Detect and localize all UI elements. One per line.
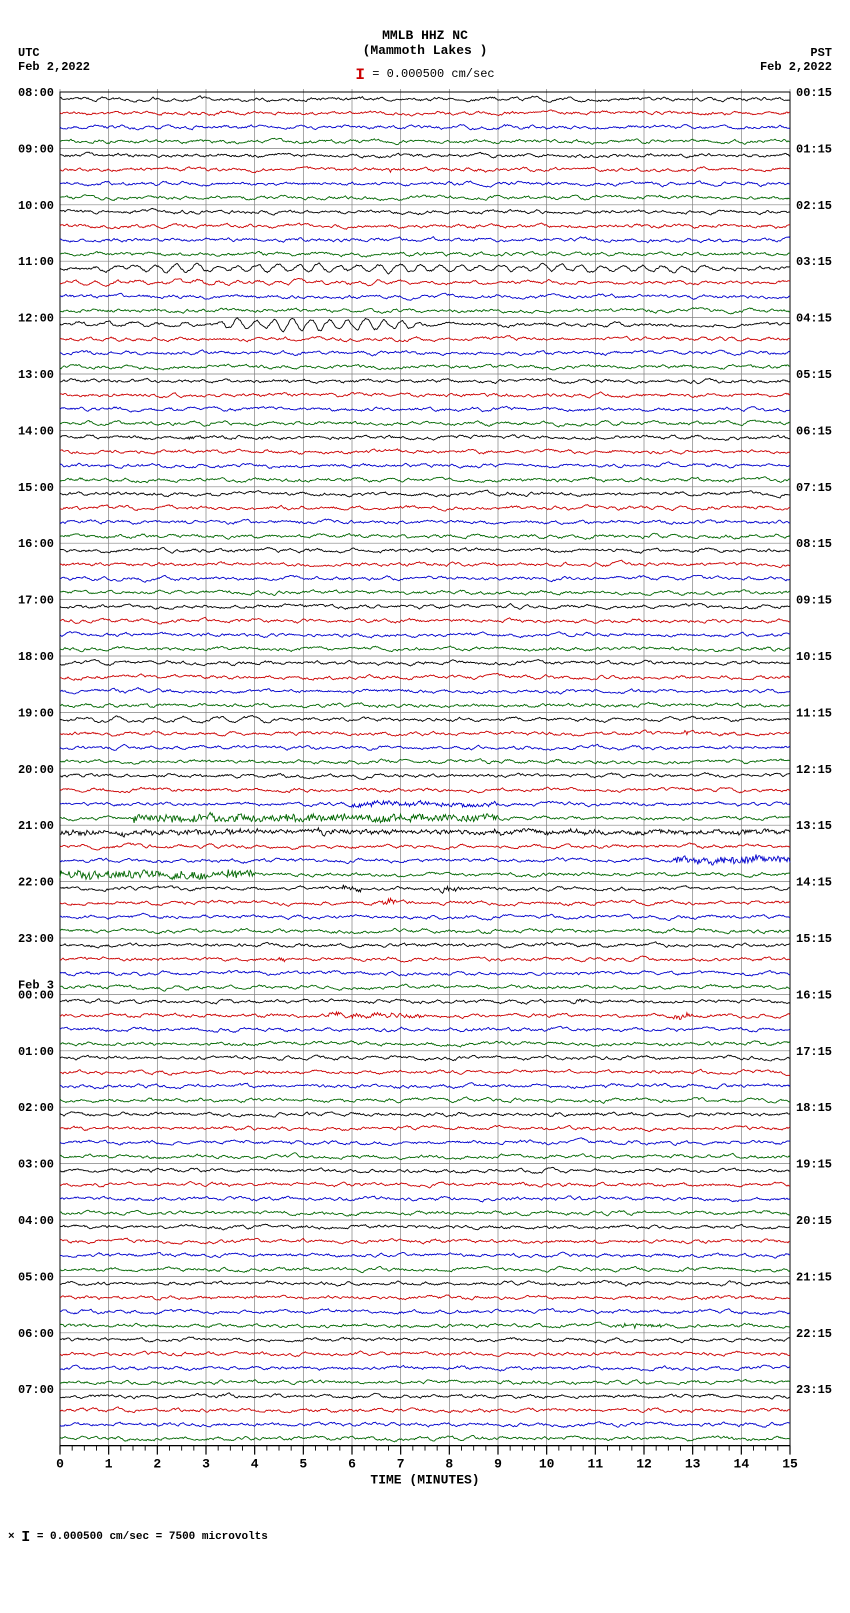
pst-hour-label: 10:15: [796, 650, 832, 664]
pst-hour-label: 20:15: [796, 1214, 832, 1228]
pst-hour-label: 14:15: [796, 876, 832, 890]
x-axis-label: TIME (MINUTES): [370, 1473, 479, 1488]
x-tick-label: 15: [782, 1457, 798, 1472]
utc-hour-label: 02:00: [18, 1101, 54, 1115]
pst-hour-label: 08:15: [796, 537, 832, 551]
utc-hour-label: 23:00: [18, 932, 54, 946]
utc-hour-label: 10:00: [18, 199, 54, 213]
helicorder-chart: 08:00 09:00 10:00 11:00 12:00 13:00 14:00 15:00…: [0, 84, 850, 1521]
tz-right-label: PST: [760, 46, 832, 60]
pst-hour-label: 21:15: [796, 1270, 832, 1284]
station-code: MMLB HHZ NC: [0, 28, 850, 43]
pst-hour-label: 09:15: [796, 594, 832, 608]
x-tick-label: 7: [397, 1457, 405, 1472]
footer-text: = 0.000500 cm/sec = 7500 microvolts: [37, 1531, 268, 1543]
utc-hour-label: 22:00: [18, 876, 54, 890]
utc-hour-label: 00:00: [18, 988, 54, 1002]
tz-left-date: Feb 2,2022: [18, 60, 90, 74]
tz-left-label: UTC: [18, 46, 90, 60]
pst-hour-label: 00:15: [796, 86, 832, 100]
pst-hour-label: 01:15: [796, 142, 832, 156]
utc-hour-label: 06:00: [18, 1327, 54, 1341]
pst-hour-label: 03:15: [796, 255, 832, 269]
pst-hour-label: 22:15: [796, 1327, 832, 1341]
utc-hour-label: 03:00: [18, 1158, 54, 1172]
pst-hour-label: 17:15: [796, 1045, 832, 1059]
x-tick-label: 10: [539, 1457, 555, 1472]
utc-hour-label: 19:00: [18, 706, 54, 720]
pst-hour-label: 05:15: [796, 368, 832, 382]
utc-hour-label: 01:00: [18, 1045, 54, 1059]
pst-hour-label: 06:15: [796, 424, 832, 438]
pst-hour-label: 16:15: [796, 988, 832, 1002]
x-tick-label: 1: [105, 1457, 113, 1472]
pst-hour-label: 15:15: [796, 932, 832, 946]
tz-right: PST Feb 2,2022: [760, 46, 832, 74]
utc-hour-label: 05:00: [18, 1270, 54, 1284]
x-tick-label: 13: [685, 1457, 701, 1472]
utc-hour-label: 08:00: [18, 86, 54, 100]
utc-hour-label: 16:00: [18, 537, 54, 551]
pst-hour-label: 23:15: [796, 1383, 832, 1397]
utc-hour-label: 09:00: [18, 142, 54, 156]
pst-hour-label: 04:15: [796, 312, 832, 326]
pst-hour-label: 07:15: [796, 481, 832, 495]
x-tick-label: 9: [494, 1457, 502, 1472]
utc-hour-label: 04:00: [18, 1214, 54, 1228]
pst-hour-label: 11:15: [796, 706, 832, 720]
x-tick-label: 5: [299, 1457, 307, 1472]
utc-hour-label: 20:00: [18, 763, 54, 777]
utc-hour-label: 21:00: [18, 819, 54, 833]
x-tick-label: 3: [202, 1457, 210, 1472]
x-tick-label: 8: [445, 1457, 453, 1472]
utc-hour-label: 12:00: [18, 312, 54, 326]
utc-hour-label: 11:00: [18, 255, 54, 269]
utc-hour-label: 17:00: [18, 594, 54, 608]
station-location: (Mammoth Lakes ): [0, 43, 850, 58]
x-tick-label: 6: [348, 1457, 356, 1472]
x-tick-label: 12: [636, 1457, 652, 1472]
pst-hour-label: 18:15: [796, 1101, 832, 1115]
tz-right-date: Feb 2,2022: [760, 60, 832, 74]
chart-header: MMLB HHZ NC (Mammoth Lakes ) I = 0.00050…: [0, 0, 850, 84]
utc-hour-label: 18:00: [18, 650, 54, 664]
utc-hour-label: 14:00: [18, 424, 54, 438]
footer-bar-icon: I: [21, 1529, 30, 1546]
footer-prefix: ×: [8, 1531, 15, 1543]
utc-hour-label: 15:00: [18, 481, 54, 495]
x-tick-label: 2: [153, 1457, 161, 1472]
pst-hour-label: 12:15: [796, 763, 832, 777]
x-tick-label: 0: [56, 1457, 64, 1472]
tz-left: UTC Feb 2,2022: [18, 46, 90, 74]
footer-scale: × I = 0.000500 cm/sec = 7500 microvolts: [0, 1521, 850, 1546]
pst-hour-label: 13:15: [796, 819, 832, 833]
utc-hour-label: 13:00: [18, 368, 54, 382]
x-tick-label: 4: [251, 1457, 259, 1472]
x-tick-label: 14: [734, 1457, 750, 1472]
scale-text: = 0.000500 cm/sec: [372, 67, 494, 81]
x-tick-label: 11: [588, 1457, 604, 1472]
scale-bar-icon: I: [355, 66, 365, 84]
scale-legend: I = 0.000500 cm/sec: [0, 66, 850, 84]
pst-hour-label: 19:15: [796, 1158, 832, 1172]
pst-hour-label: 02:15: [796, 199, 832, 213]
utc-hour-label: 07:00: [18, 1383, 54, 1397]
